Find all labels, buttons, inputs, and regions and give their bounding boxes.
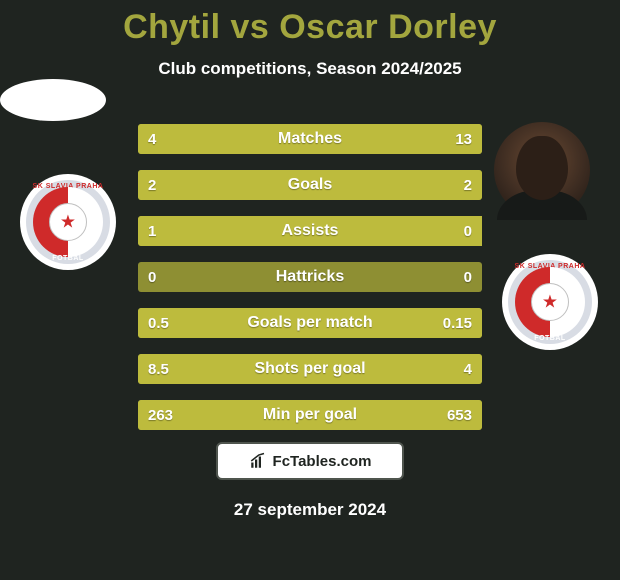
stat-value-right: 4 (454, 354, 482, 384)
stat-row: 22Goals (138, 170, 482, 200)
stat-value-right: 2 (454, 170, 482, 200)
stat-value-right: 653 (437, 400, 482, 430)
stat-value-right: 0 (454, 262, 482, 292)
chart-icon (249, 452, 267, 470)
page-subtitle: Club competitions, Season 2024/2025 (0, 59, 620, 79)
stat-value-left: 2 (138, 170, 166, 200)
stat-label: Hattricks (138, 262, 482, 292)
stat-value-left: 8.5 (138, 354, 179, 384)
stat-fill-right (219, 124, 482, 154)
club-logo-right: SK SLAVIA PRAHA ★ FOTBAL (502, 254, 598, 350)
page-title: Chytil vs Oscar Dorley (0, 0, 620, 47)
watermark-pill: FcTables.com (216, 442, 404, 480)
stat-row: 413Matches (138, 124, 482, 154)
stat-value-left: 0 (138, 262, 166, 292)
stat-value-right: 13 (445, 124, 482, 154)
stat-value-left: 263 (138, 400, 183, 430)
stats-bars: 413Matches22Goals10Assists00Hattricks0.5… (138, 124, 482, 446)
date-text: 27 september 2024 (0, 500, 620, 520)
stat-row: 8.54Shots per goal (138, 354, 482, 384)
stat-value-left: 0.5 (138, 308, 179, 338)
stat-row: 10Assists (138, 216, 482, 246)
watermark-text: FcTables.com (273, 453, 372, 470)
stat-fill-right (248, 354, 482, 384)
stat-row: 0 0Hattricks (138, 262, 482, 292)
player-left-avatar (0, 79, 106, 121)
stat-row: 263653Min per goal (138, 400, 482, 430)
player-right-avatar (494, 122, 590, 218)
stat-value-right: 0 (454, 216, 482, 246)
stat-fill-left (138, 216, 482, 246)
stat-value-left: 4 (138, 124, 166, 154)
stat-value-right: 0.15 (433, 308, 482, 338)
stat-row: 0.50.15Goals per match (138, 308, 482, 338)
club-logo-left: SK SLAVIA PRAHA ★ FOTBAL (20, 174, 116, 270)
stat-value-left: 1 (138, 216, 166, 246)
